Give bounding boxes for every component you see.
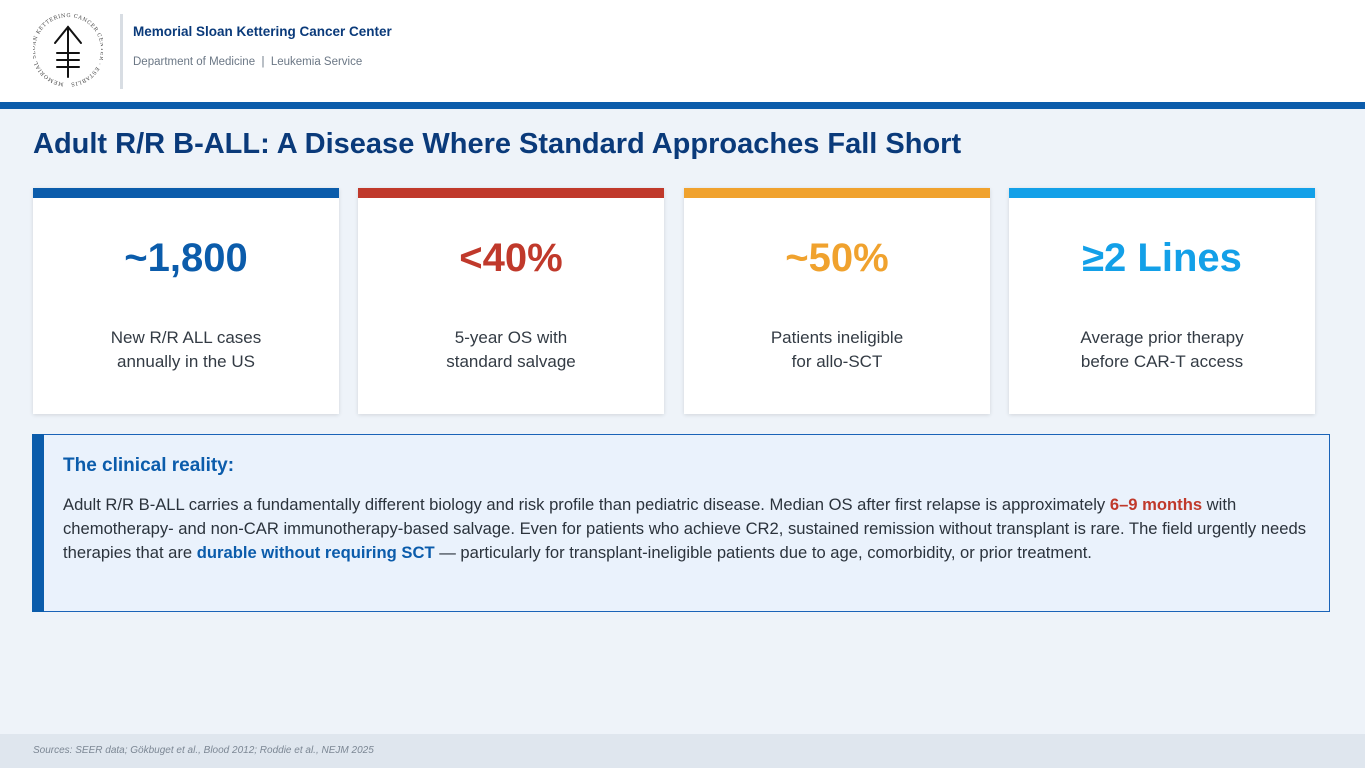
stat-card-new-cases: ~1,800 New R/R ALL cases annually in the… bbox=[33, 188, 339, 414]
card-accent-bar bbox=[358, 188, 664, 198]
department-label: Department of Medicine | Leukemia Servic… bbox=[133, 56, 363, 68]
stat-label-line: before CAR-T access bbox=[1080, 352, 1244, 371]
callout-body: Adult R/R B-ALL carries a fundamentally … bbox=[63, 493, 1319, 565]
durable-highlight: durable without requiring SCT bbox=[196, 543, 435, 562]
clinical-reality-callout: The clinical reality: Adult R/R B-ALL ca… bbox=[32, 434, 1330, 612]
stat-label-line: New R/R ALL cases bbox=[110, 328, 262, 347]
stat-label-line: standard salvage bbox=[446, 352, 576, 371]
header-accent-bar bbox=[0, 102, 1365, 109]
org-name: Memorial Sloan Kettering Cancer Center bbox=[133, 24, 392, 39]
stat-label: Patients ineligible for allo-SCT bbox=[704, 326, 970, 374]
card-accent-bar bbox=[1009, 188, 1315, 198]
median-os-highlight: 6–9 months bbox=[1109, 495, 1203, 514]
stat-value: ≥2 Lines bbox=[1082, 236, 1242, 280]
callout-heading: The clinical reality: bbox=[63, 455, 235, 476]
page-title: Adult R/R B-ALL: A Disease Where Standar… bbox=[33, 128, 962, 160]
stat-value: ~50% bbox=[785, 236, 889, 280]
header: MEMORIAL SLOAN KETTERING CANCER CENTER ·… bbox=[0, 0, 1365, 102]
stat-label: New R/R ALL cases annually in the US bbox=[53, 326, 319, 374]
msk-seal-icon: MEMORIAL SLOAN KETTERING CANCER CENTER ·… bbox=[30, 9, 104, 87]
header-divider bbox=[120, 14, 123, 89]
stat-label: Average prior therapy before CAR-T acces… bbox=[1029, 326, 1295, 374]
callout-text: — particularly for transplant-ineligible… bbox=[434, 543, 1092, 562]
stat-card-prior-lines: ≥2 Lines Average prior therapy before CA… bbox=[1009, 188, 1315, 414]
stat-card-5yr-os: <40% 5-year OS with standard salvage bbox=[358, 188, 664, 414]
card-accent-bar bbox=[33, 188, 339, 198]
stat-value: ~1,800 bbox=[124, 236, 248, 280]
stat-label-line: Patients ineligible bbox=[770, 328, 904, 347]
card-accent-bar bbox=[684, 188, 990, 198]
stat-card-ineligible: ~50% Patients ineligible for allo-SCT bbox=[684, 188, 990, 414]
stat-label-line: for allo-SCT bbox=[791, 352, 883, 371]
footer: Sources: SEER data; Gökbuget et al., Blo… bbox=[0, 734, 1365, 768]
callout-accent-bar bbox=[32, 434, 44, 612]
msk-seal-logo: MEMORIAL SLOAN KETTERING CANCER CENTER ·… bbox=[30, 9, 104, 91]
stat-label-line: annually in the US bbox=[117, 352, 255, 371]
stat-label-line: Average prior therapy bbox=[1080, 328, 1244, 347]
stat-value: <40% bbox=[459, 236, 563, 280]
sources-citation: Sources: SEER data; Gökbuget et al., Blo… bbox=[33, 745, 374, 756]
callout-text: with chemotherapy- and non-CAR immunothe… bbox=[63, 495, 1307, 562]
stat-label: 5-year OS with standard salvage bbox=[378, 326, 644, 374]
stat-label-line: 5-year OS with bbox=[454, 328, 568, 347]
callout-text: Adult R/R B-ALL carries a fundamentally … bbox=[63, 495, 1110, 514]
